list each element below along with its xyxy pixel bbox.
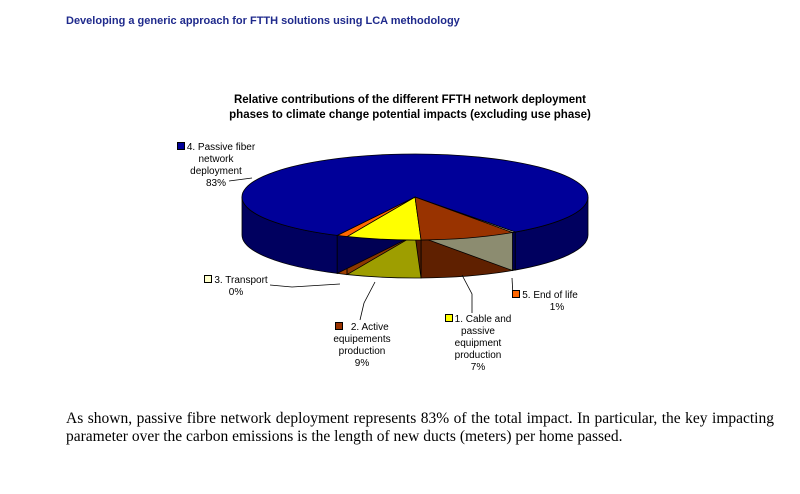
label-transport-line-1: 3. Transport [188,275,284,287]
label-cable-passive-equipment: 1. Cable and passive equipment productio… [426,314,530,374]
label-cable-value: 7% [470,362,486,373]
body-paragraph: As shown, passive fibre network deployme… [66,410,774,445]
leader-transport [269,283,341,288]
label-transport: 3. Transport 0% [188,275,284,299]
label-active-line-3: production [338,346,386,357]
document-header: Developing a generic approach for FTTH s… [66,15,460,27]
label-end-of-life: 5. End of life 1% [500,290,590,314]
label-eol-line-1: 5. End of life [500,290,590,302]
label-cable-line-2: passive [461,326,495,337]
leader-passive [228,177,253,182]
label-passive-fiber-deployment: 4. Passive fiber network deployment 83% [160,142,272,190]
leader-active [359,281,376,321]
label-passive-line-2: network [198,154,234,165]
label-eol-value: 1% [549,302,565,313]
label-cable-line-4: production [454,350,502,361]
pie-slice-active [414,196,515,241]
label-active-value: 9% [354,358,370,369]
legend-swatch-transport [204,275,213,283]
label-passive-line-1: 4. Passive fiber [160,142,272,154]
label-passive-line-3: deployment [190,166,242,177]
legend-swatch-cable [444,314,453,322]
label-active-line-2: equipements [333,334,391,345]
label-passive-value: 83% [205,178,226,189]
chart-title-line-1: Relative contributions of the different … [233,94,587,106]
legend-swatch-active [335,322,344,330]
chart-title-line-2: phases to climate change potential impac… [229,109,591,121]
label-cable-line-3: equipment [454,338,502,349]
legend-swatch-passive [176,142,185,150]
pie-slice-passive [241,153,589,236]
chart-title: Relative contributions of the different … [175,93,645,123]
label-cable-line-1: 1. Cable and [426,314,530,326]
leader-cable [461,274,473,313]
label-active-line-1: 2. Active [310,322,414,334]
label-transport-value: 0% [228,287,244,298]
legend-swatch-eol [512,290,521,298]
label-active-equipments: 2. Active equipements production 9% [310,322,414,370]
